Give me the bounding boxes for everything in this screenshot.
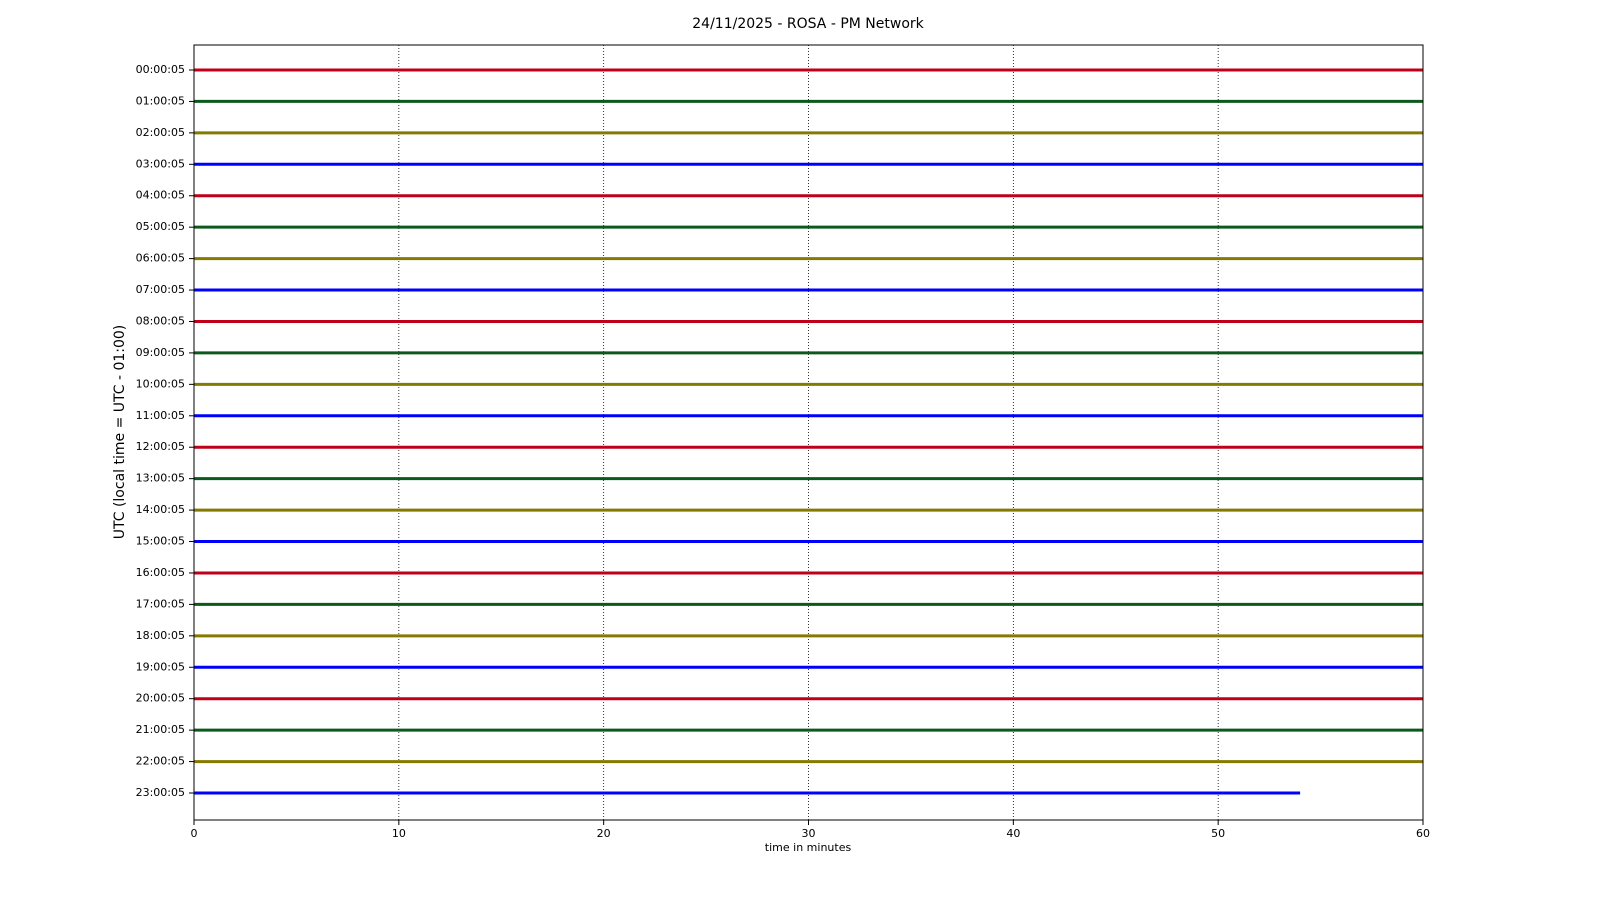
y-tick-label: 07:00:05 [136,283,185,296]
x-tick-label: 30 [802,827,816,840]
y-tick-label: 02:00:05 [136,126,185,139]
x-tick-label: 20 [597,827,611,840]
y-tick-label: 13:00:05 [136,472,185,485]
x-tick-label: 50 [1211,827,1225,840]
x-tick-label: 0 [191,827,198,840]
y-tick-label: 21:00:05 [136,723,185,736]
x-axis-label: time in minutes [765,841,852,854]
y-tick-label: 23:00:05 [136,786,185,799]
y-tick-label: 18:00:05 [136,629,185,642]
y-tick-label: 12:00:05 [136,440,185,453]
y-tick-label: 19:00:05 [136,660,185,673]
x-tick-label: 60 [1416,827,1430,840]
x-tick-label: 10 [392,827,406,840]
y-tick-label: 20:00:05 [136,692,185,705]
y-tick-label: 06:00:05 [136,252,185,265]
y-tick-label: 04:00:05 [136,189,185,202]
y-tick-label: 17:00:05 [136,597,185,610]
y-tick-label: 22:00:05 [136,755,185,768]
y-tick-label: 03:00:05 [136,157,185,170]
y-axis-label: UTC (local time = UTC - 01:00) [112,325,128,540]
y-tick-label: 08:00:05 [136,314,185,327]
y-tick-label: 05:00:05 [136,220,185,233]
y-tick-label: 09:00:05 [136,346,185,359]
plot-frame [193,44,1424,821]
y-tick-label: 16:00:05 [136,566,185,579]
y-tick-label: 10:00:05 [136,377,185,390]
y-tick-label: 00:00:05 [136,63,185,76]
y-tick-label: 15:00:05 [136,535,185,548]
y-tick-label: 14:00:05 [136,503,185,516]
y-tick-label: 01:00:05 [136,94,185,107]
x-tick-label: 40 [1006,827,1020,840]
y-tick-label: 11:00:05 [136,409,185,422]
chart-title: 24/11/2025 - ROSA - PM Network [692,16,924,32]
